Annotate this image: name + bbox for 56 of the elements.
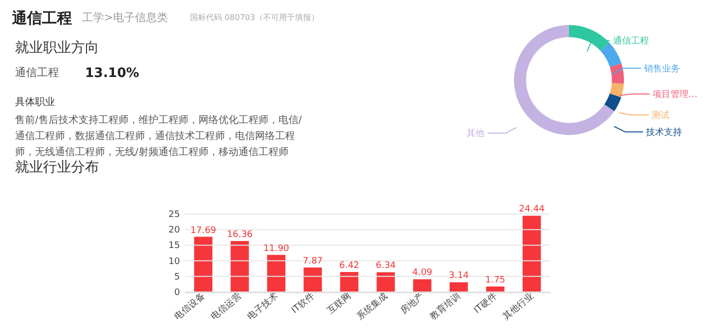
legend-label: 测试 (652, 110, 670, 121)
text: 就业职业方向 (15, 40, 99, 56)
bar (486, 286, 504, 292)
bar (413, 279, 432, 292)
data-label: 17.69 (190, 226, 216, 236)
text: 工学>电子信息类 (82, 11, 168, 24)
bar (340, 272, 358, 292)
bar (450, 282, 468, 292)
donut-slice (610, 82, 624, 98)
x-tick-label: 电子技术 (245, 290, 280, 322)
bar (304, 267, 322, 292)
donut-slice (604, 94, 622, 112)
bar (267, 254, 286, 292)
bar (194, 236, 212, 292)
legend-label: 通信工程 (612, 36, 649, 47)
y-tick-label: 15 (168, 241, 180, 252)
data-label: 3.14 (448, 271, 470, 282)
data-label: 4.09 (412, 268, 433, 278)
text: 通信工程 (11, 9, 72, 27)
text: 国标代码 080703（不可用于填报） (190, 13, 320, 22)
x-tick-label: 其他行业 (500, 290, 536, 322)
bar (230, 240, 249, 292)
y-tick-label: 5 (174, 272, 180, 282)
data-label: 7.87 (302, 256, 323, 266)
text: 具体职业 (15, 96, 55, 108)
slice-label: 其他 (466, 128, 485, 140)
x-tick-label: 教育培训 (428, 290, 463, 322)
x-tick-label: 系统集成 (354, 290, 390, 322)
x-tick-label: 互联网 (325, 290, 354, 316)
text: 通信工程 (15, 66, 59, 79)
x-tick-label: IT硬件 (472, 290, 500, 316)
donut-slice (569, 25, 610, 51)
data-label: 16.36 (226, 230, 253, 240)
x-tick-label: 房地产 (398, 290, 426, 316)
donut-slice (600, 42, 622, 67)
bar (522, 216, 541, 292)
bar (376, 272, 395, 292)
text: 就业行业分布 (15, 160, 99, 176)
y-tick-label: 10 (168, 256, 180, 267)
x-tick-label: IT软件 (290, 290, 317, 316)
data-label: 1.75 (485, 276, 506, 286)
text: 售前/售后技术支持工程师，维护工程师，网络优化工程师，电信/通信工程师，数据通信工程师，通信技术工程师，电信网络工程师，无线通信工程师，无线/射频通信工程师，移动通信工程师 (15, 114, 302, 158)
text: 13.10% (85, 66, 140, 81)
legend-label: 技术支持 (644, 126, 682, 138)
data-label: 6.42 (339, 260, 360, 271)
y-tick-label: 20 (168, 226, 180, 236)
data-label: 6.34 (376, 261, 396, 272)
legend-label: 销售业务 (642, 63, 680, 74)
legend-label: 项目管理… (652, 89, 698, 100)
data-label: 11.90 (263, 244, 290, 254)
data-label: 24.44 (518, 204, 545, 215)
donut-slice (610, 63, 624, 84)
y-tick-label: 25 (168, 210, 180, 220)
y-tick-label: 0 (174, 288, 180, 298)
x-tick-label: 电信运营 (208, 290, 244, 322)
donut-slice (514, 25, 614, 135)
